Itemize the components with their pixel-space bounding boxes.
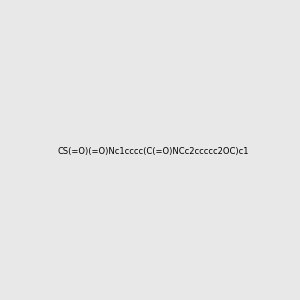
Text: CS(=O)(=O)Nc1cccc(C(=O)NCc2ccccc2OC)c1: CS(=O)(=O)Nc1cccc(C(=O)NCc2ccccc2OC)c1 bbox=[58, 147, 250, 156]
